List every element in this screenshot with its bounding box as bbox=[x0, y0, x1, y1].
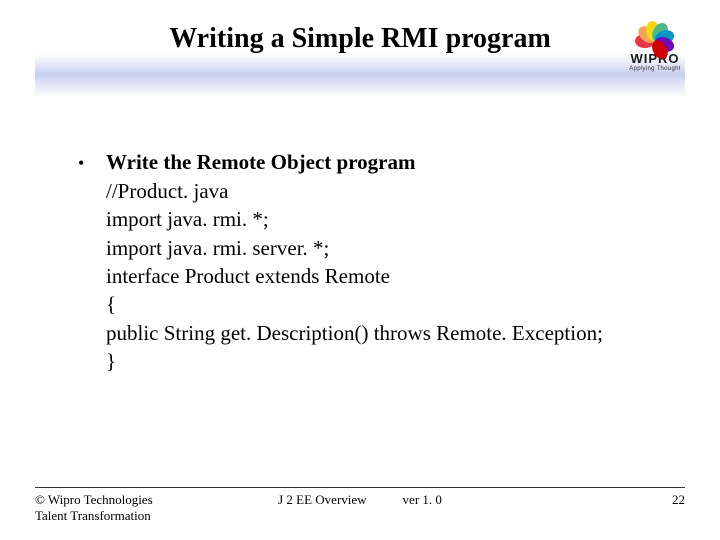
code-line: public String get. Description() throws … bbox=[106, 319, 660, 347]
title-band: Writing a Simple RMI program bbox=[35, 15, 685, 97]
code-line: import java. rmi. *; bbox=[106, 205, 660, 233]
logo-tagline: Applying Thought bbox=[629, 66, 680, 72]
logo-flower-icon bbox=[631, 12, 679, 50]
wipro-logo: WIPRO Applying Thought bbox=[618, 12, 692, 86]
content-heading: Write the Remote Object program bbox=[106, 150, 415, 175]
footer-copyright: © Wipro Technologies Talent Transformati… bbox=[35, 492, 153, 525]
code-line: import java. rmi. server. *; bbox=[106, 234, 660, 262]
code-line: } bbox=[106, 347, 660, 375]
code-line: { bbox=[106, 290, 660, 318]
footer: © Wipro Technologies Talent Transformati… bbox=[35, 487, 685, 525]
bullet-heading-row: • Write the Remote Object program bbox=[78, 150, 660, 175]
footer-version: ver 1. 0 bbox=[403, 492, 442, 508]
code-block: //Product. java import java. rmi. *; imp… bbox=[106, 177, 660, 375]
copyright-line2: Talent Transformation bbox=[35, 508, 153, 524]
page-number: 22 bbox=[672, 492, 685, 508]
slide-title: Writing a Simple RMI program bbox=[169, 23, 551, 55]
bullet-icon: • bbox=[78, 153, 106, 174]
code-line: //Product. java bbox=[106, 177, 660, 205]
code-line: interface Product extends Remote bbox=[106, 262, 660, 290]
footer-title: J 2 EE Overview bbox=[278, 492, 366, 508]
content-area: • Write the Remote Object program //Prod… bbox=[78, 150, 660, 375]
copyright-line1: © Wipro Technologies bbox=[35, 492, 153, 508]
